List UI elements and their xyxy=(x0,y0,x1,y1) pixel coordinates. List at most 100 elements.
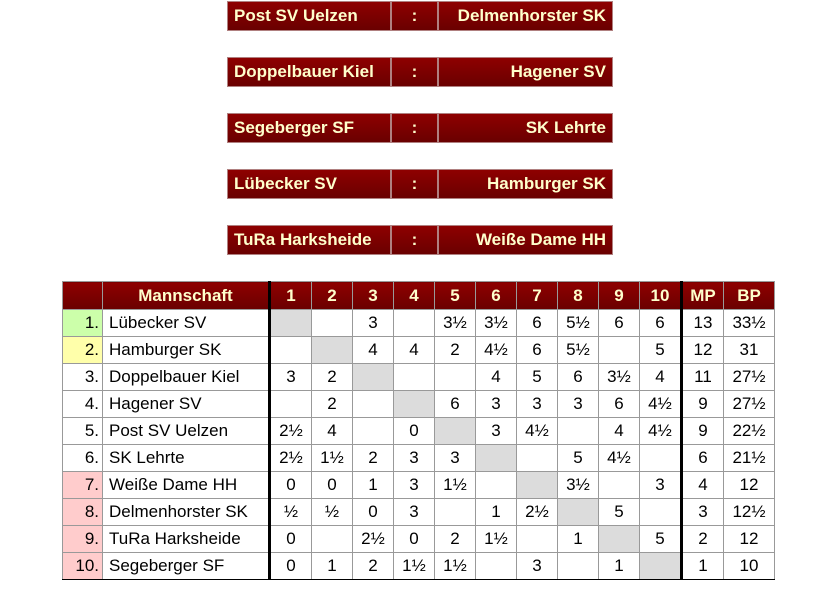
rank-cell: 8. xyxy=(62,498,103,526)
home-team: Post SV Uelzen xyxy=(227,1,391,31)
pairing: Doppelbauer Kiel: Hagener SV xyxy=(227,57,613,87)
result-cell: 3 xyxy=(393,471,435,499)
result-cell: 5½ xyxy=(557,309,599,337)
result-cell: 1 xyxy=(311,552,353,580)
result-cell: 5½ xyxy=(557,336,599,364)
team-name: Segeberger SF xyxy=(102,552,270,580)
table-row: 10. Segeberger SF 0 1 2 1½ 1½ 3 1 1 10 xyxy=(62,552,775,580)
result-cell xyxy=(393,363,435,391)
diagonal-cell xyxy=(557,498,599,526)
column-header: 8 xyxy=(557,281,599,310)
result-cell: 2 xyxy=(352,444,394,472)
pairing: TuRa Harksheide: Weiße Dame HH xyxy=(227,225,613,255)
result-cell: 3 xyxy=(352,309,394,337)
match-points: 1 xyxy=(680,552,724,580)
result-cell xyxy=(352,417,394,445)
result-cell: 6 xyxy=(557,363,599,391)
away-team: Hagener SV xyxy=(438,57,613,87)
result-cell: 3 xyxy=(475,390,517,418)
table-row: 4. Hagener SV 2 6 3 3 3 6 4½ 9 27½ xyxy=(62,390,775,418)
pairing: Post SV Uelzen: Delmenhorster SK xyxy=(227,1,613,31)
result-cell xyxy=(393,309,435,337)
result-cell: 5 xyxy=(557,444,599,472)
team-name: Post SV Uelzen xyxy=(102,417,270,445)
result-cell: 0 xyxy=(268,471,312,499)
result-cell xyxy=(475,552,517,580)
standings-table: Mannschaft 1 2 3 4 5 6 7 8 9 10 MP BP 1. Lübecker SV 3… xyxy=(62,281,775,580)
result-cell: 6 xyxy=(516,309,558,337)
result-cell: 0 xyxy=(311,471,353,499)
result-cell xyxy=(598,471,640,499)
result-cell: 1 xyxy=(598,552,640,580)
home-team: TuRa Harksheide xyxy=(227,225,391,255)
result-cell: 2 xyxy=(311,390,353,418)
result-cell: 5 xyxy=(516,363,558,391)
home-team: Doppelbauer Kiel xyxy=(227,57,391,87)
diagonal-cell xyxy=(268,309,312,337)
column-header: 7 xyxy=(516,281,558,310)
separator: : xyxy=(391,113,438,143)
diagonal-cell xyxy=(516,471,558,499)
board-points: 31 xyxy=(723,336,775,364)
team-name: Delmenhorster SK xyxy=(102,498,270,526)
rank-cell: 1. xyxy=(62,309,103,337)
board-points: 21½ xyxy=(723,444,775,472)
team-name: Doppelbauer Kiel xyxy=(102,363,270,391)
separator: : xyxy=(391,57,438,87)
result-cell xyxy=(268,390,312,418)
result-cell: 3 xyxy=(475,417,517,445)
result-cell: 3½ xyxy=(434,309,476,337)
table-row: 8. Delmenhorster SK ½ ½ 0 3 1 2½ 5 3 12½ xyxy=(62,498,775,526)
result-cell: 3 xyxy=(557,390,599,418)
rank-cell: 7. xyxy=(62,471,103,499)
result-cell: 4½ xyxy=(598,444,640,472)
result-cell: 1½ xyxy=(434,471,476,499)
result-cell: 5 xyxy=(639,336,682,364)
board-points: 10 xyxy=(723,552,775,580)
result-cell: 2½ xyxy=(268,417,312,445)
result-cell: 5 xyxy=(639,525,682,553)
board-points: 22½ xyxy=(723,417,775,445)
result-cell: 3 xyxy=(393,498,435,526)
result-cell: 0 xyxy=(268,525,312,553)
team-name: Lübecker SV xyxy=(102,309,270,337)
match-points: 6 xyxy=(680,444,724,472)
column-header: Mannschaft xyxy=(102,281,270,310)
result-cell: 5 xyxy=(598,498,640,526)
column-header: 4 xyxy=(393,281,435,310)
diagonal-cell xyxy=(434,417,476,445)
result-cell: 3½ xyxy=(475,309,517,337)
board-points: 27½ xyxy=(723,390,775,418)
column-header: 9 xyxy=(598,281,640,310)
away-team: Weiße Dame HH xyxy=(438,225,613,255)
result-cell: 3 xyxy=(639,471,682,499)
result-cell xyxy=(598,336,640,364)
table-row: 1. Lübecker SV 3 3½ 3½ 6 5½ 6 6 13 33½ xyxy=(62,309,775,337)
rank-cell: 5. xyxy=(62,417,103,445)
result-cell: 2 xyxy=(434,525,476,553)
result-cell: 4 xyxy=(311,417,353,445)
board-points: 12 xyxy=(723,471,775,499)
column-header: 3 xyxy=(352,281,394,310)
separator: : xyxy=(391,1,438,31)
result-cell: 4 xyxy=(598,417,640,445)
separator: : xyxy=(391,225,438,255)
rank-cell: 3. xyxy=(62,363,103,391)
match-points: 9 xyxy=(680,417,724,445)
match-points: 12 xyxy=(680,336,724,364)
pairing: Segeberger SF: SK Lehrte xyxy=(227,113,613,143)
table-row: 3. Doppelbauer Kiel 3 2 4 5 6 3½ 4 11 27½ xyxy=(62,363,775,391)
diagonal-cell xyxy=(475,444,517,472)
rank-cell: 9. xyxy=(62,525,103,553)
result-cell xyxy=(434,498,476,526)
result-cell xyxy=(639,444,682,472)
match-points: 13 xyxy=(680,309,724,337)
result-cell: 3 xyxy=(516,390,558,418)
result-cell: ½ xyxy=(311,498,353,526)
result-cell: 0 xyxy=(393,417,435,445)
result-cell: 4½ xyxy=(639,417,682,445)
match-points: 9 xyxy=(680,390,724,418)
away-team: SK Lehrte xyxy=(438,113,613,143)
result-cell xyxy=(268,336,312,364)
result-cell: 2½ xyxy=(268,444,312,472)
